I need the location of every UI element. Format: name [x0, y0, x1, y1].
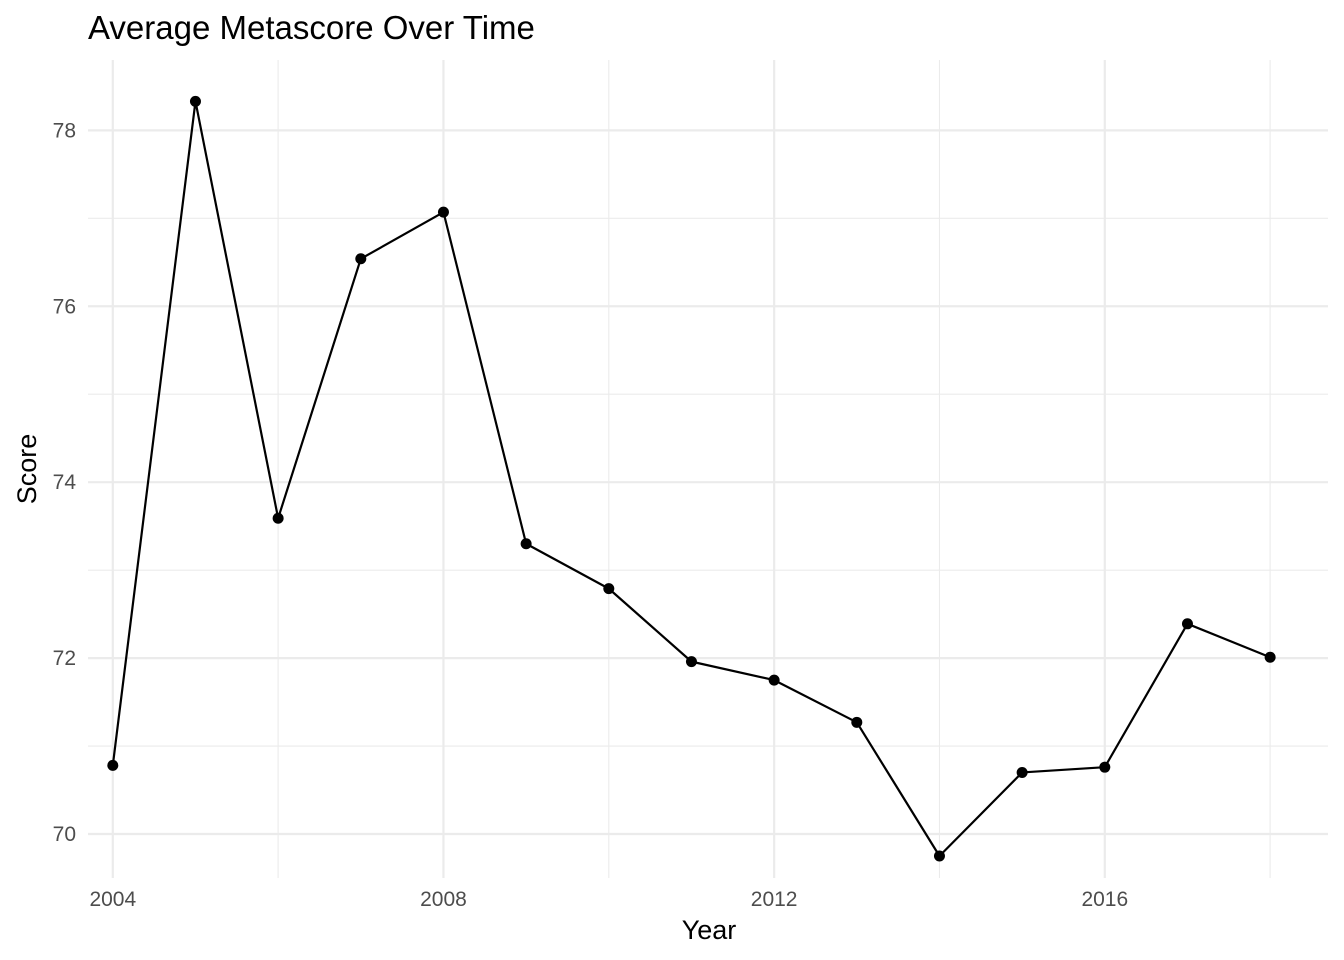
data-point [355, 253, 367, 265]
chart-title: Average Metascore Over Time [88, 9, 535, 46]
data-point [520, 538, 532, 550]
x-tick-label: 2012 [751, 888, 798, 911]
y-axis-tick-labels: 70 72 74 76 78 [53, 119, 77, 846]
x-axis-tick-labels: 2004 2008 2012 2016 [89, 888, 1128, 911]
x-axis-title: Year [682, 915, 737, 945]
data-point [107, 759, 119, 771]
data-point [685, 656, 697, 668]
data-point [768, 674, 780, 686]
x-tick-label: 2004 [89, 888, 136, 911]
data-point [437, 206, 449, 218]
y-tick-label: 70 [53, 823, 76, 846]
data-point [272, 512, 284, 524]
data-point [603, 583, 615, 595]
y-tick-label: 76 [53, 295, 76, 318]
y-tick-label: 78 [53, 119, 76, 142]
data-point [933, 850, 945, 862]
y-tick-label: 74 [53, 471, 77, 494]
major-gridlines [88, 60, 1328, 878]
data-point [1099, 761, 1111, 773]
data-point [851, 716, 863, 728]
data-point [189, 95, 201, 107]
x-tick-label: 2008 [420, 888, 467, 911]
y-axis-title: Score [12, 434, 42, 505]
x-tick-label: 2016 [1081, 888, 1128, 911]
series-line [111, 100, 1271, 858]
y-tick-label: 72 [53, 647, 76, 670]
data-point [1264, 651, 1276, 663]
series-layer [107, 95, 1276, 862]
minor-gridlines [88, 60, 1328, 878]
data-point [1016, 766, 1028, 778]
data-point [1181, 618, 1193, 630]
